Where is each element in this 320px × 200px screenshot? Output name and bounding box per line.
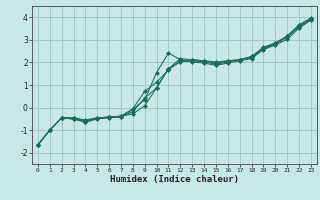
X-axis label: Humidex (Indice chaleur): Humidex (Indice chaleur) [110,175,239,184]
